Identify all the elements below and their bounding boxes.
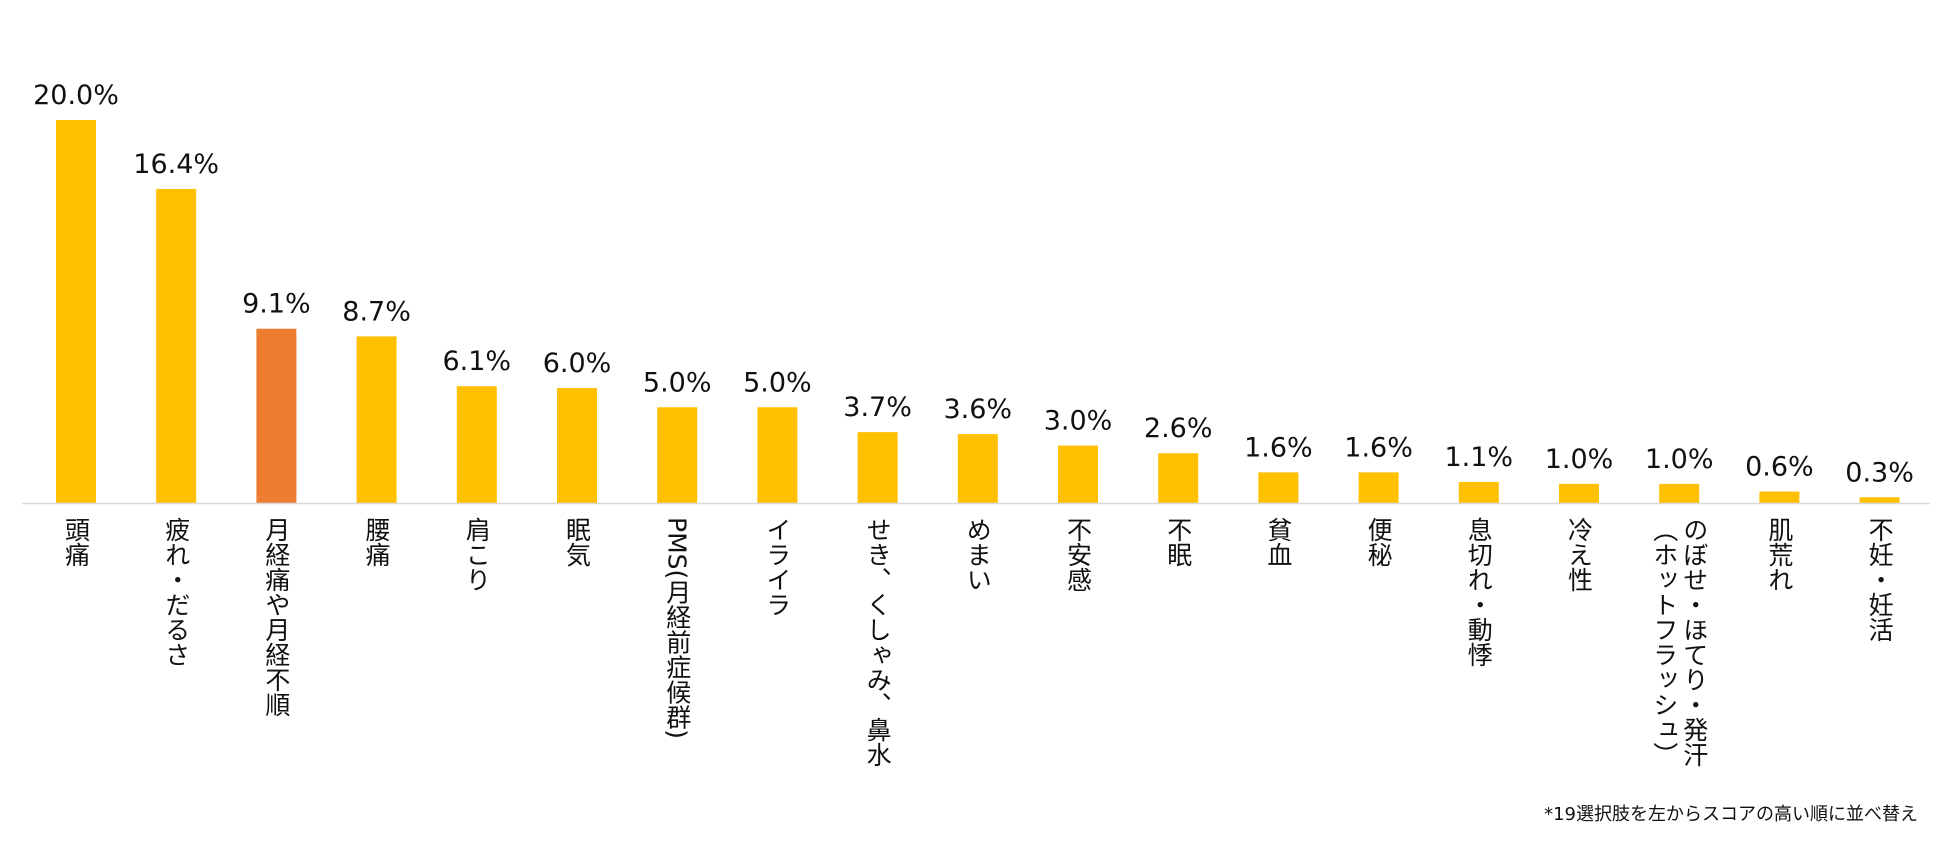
category-label: 頭痛 xyxy=(62,517,91,567)
category-label: 肌荒れ xyxy=(1765,517,1794,592)
value-label: 9.1% xyxy=(242,289,311,320)
value-label: 1.1% xyxy=(1444,442,1513,473)
bar xyxy=(256,328,297,503)
category-label: イライラ xyxy=(763,517,792,617)
value-label: 1.6% xyxy=(1344,432,1413,463)
value-label: 5.0% xyxy=(743,367,812,398)
bar xyxy=(1058,445,1098,503)
category-label: 息切れ・動悸 xyxy=(1464,517,1493,667)
value-label: 3.0% xyxy=(1044,406,1113,437)
category-label: 肩こり xyxy=(462,517,491,592)
category-label: めまい xyxy=(963,517,992,592)
category-label: 月経痛や月経不順 xyxy=(262,517,291,717)
bar xyxy=(657,407,698,503)
value-label: 1.0% xyxy=(1545,444,1614,475)
value-label: 20.0% xyxy=(33,80,119,111)
value-labels-group: 20.0% 16.4% 9.1% 8.7% 6.1% 6.0% 5.0% 5.0% 3.7% 3.… xyxy=(33,80,1914,488)
value-label: 1.6% xyxy=(1244,432,1313,463)
category-label: 便秘 xyxy=(1364,517,1393,567)
category-label: 不安感 xyxy=(1064,517,1093,592)
category-label: 貧血 xyxy=(1264,517,1293,567)
category-label: せき、くしゃみ、鼻水 xyxy=(863,517,892,767)
bars-group xyxy=(56,120,1900,503)
bar xyxy=(1258,472,1299,503)
value-label: 5.0% xyxy=(643,367,712,398)
value-label: 1.0% xyxy=(1645,444,1714,475)
category-label: 腰痛 xyxy=(362,517,391,567)
bar xyxy=(1158,453,1199,503)
value-label: 6.0% xyxy=(543,348,612,379)
bar xyxy=(1458,481,1499,503)
bar xyxy=(957,434,998,503)
category-label: のぼせ・ほてり・発汗 xyxy=(1680,517,1709,767)
category-label: 疲れ・だるさ xyxy=(162,517,191,667)
category-labels-group: 頭痛 疲れ・だるさ 月経痛や月経不順 腰痛 肩こり 眠気 PMS(月経前症候群) イライラ せき… xyxy=(62,517,1895,767)
bar xyxy=(557,388,597,503)
value-label: 16.4% xyxy=(133,149,219,180)
bar xyxy=(1358,472,1399,503)
bar xyxy=(456,386,497,503)
category-label: （ホットフラッシュ） xyxy=(1650,517,1679,767)
bar xyxy=(1659,483,1700,503)
value-label: 8.7% xyxy=(342,296,411,327)
bar xyxy=(1859,497,1900,503)
category-label: 眠気 xyxy=(563,517,592,567)
bar xyxy=(356,336,397,503)
bar xyxy=(857,432,898,503)
value-label: 3.6% xyxy=(943,394,1012,425)
footnote: *19選択肢を左からスコアの高い順に並べ替え xyxy=(1544,804,1918,825)
value-label: 0.3% xyxy=(1845,457,1914,488)
bar xyxy=(1759,491,1800,503)
category-label: 不妊・妊活 xyxy=(1865,517,1894,642)
value-label: 6.1% xyxy=(442,346,511,377)
bar xyxy=(1559,483,1599,503)
category-label: 冷え性 xyxy=(1565,517,1594,592)
value-label: 3.7% xyxy=(843,392,912,423)
value-label: 0.6% xyxy=(1745,452,1814,483)
category-label: 不眠 xyxy=(1164,517,1193,567)
category-label: PMS(月経前症候群) xyxy=(663,517,692,739)
bar xyxy=(757,407,798,503)
bar xyxy=(156,188,197,503)
value-label: 2.6% xyxy=(1144,413,1213,444)
bar xyxy=(56,120,96,503)
